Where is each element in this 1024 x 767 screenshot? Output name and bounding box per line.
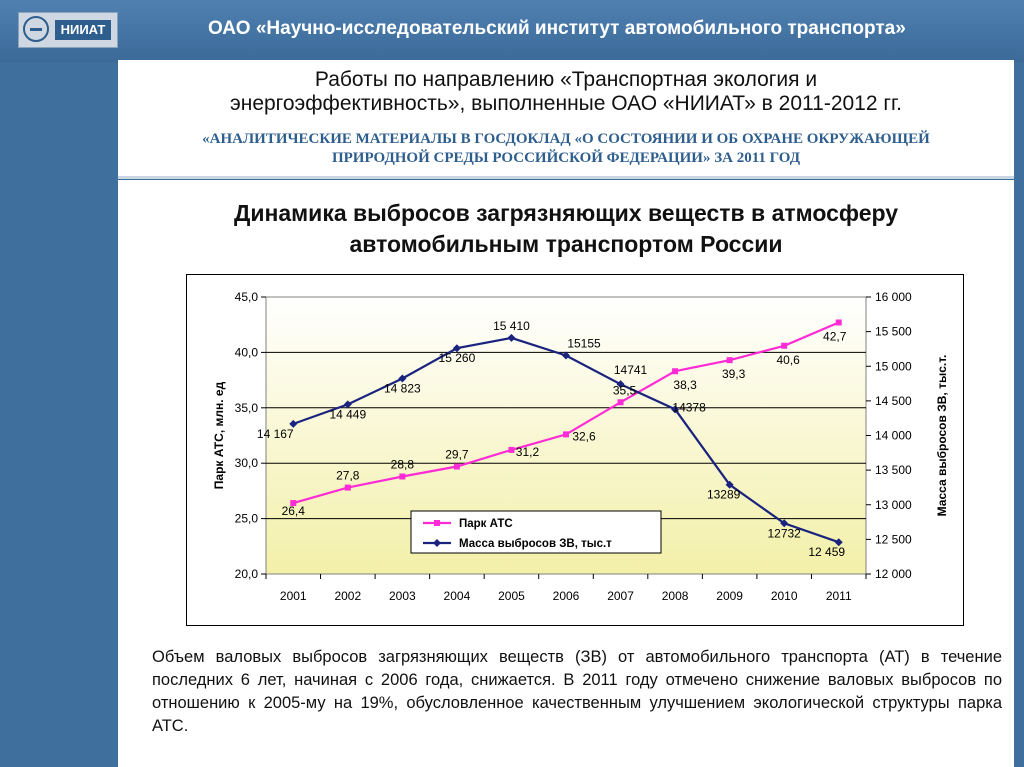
data-label-emissions-mass: 14378 (672, 400, 706, 414)
legend-marker-park-ats (434, 520, 440, 526)
legend-label-park-ats: Парк АТС (459, 518, 513, 530)
data-point-park-ats (835, 319, 842, 326)
data-point-park-ats (617, 399, 624, 406)
data-label-emissions-mass: 14 823 (384, 382, 421, 396)
data-point-park-ats (290, 500, 297, 507)
data-label-emissions-mass: 15155 (567, 337, 601, 351)
data-point-park-ats (563, 431, 569, 438)
left-tick-label: 45,0 (235, 290, 259, 304)
right-tick-label: 15 500 (875, 325, 912, 339)
report-subheading-line2: ПРИРОДНОЙ СРЕДЫ РОССИЙСКОЙ ФЕДЕРАЦИИ» ЗА… (331, 150, 801, 166)
emissions-chart: 20,0 25,0 30,0 35,0 40,0 45,0 12 000 12 500 13 0… (212, 290, 949, 603)
report-heading-line1: Работы по направлению «Транспортная экол… (314, 68, 818, 91)
org-title: ОАО «Научно-исследовательский институт а… (208, 18, 906, 39)
data-label-park-ats: 26,4 (282, 504, 306, 518)
right-axis-title: Масса выбросов ЗВ, тыс.т. (935, 355, 949, 517)
data-point-emissions-mass (616, 380, 625, 389)
x-tick-label: 2007 (607, 589, 634, 603)
right-tick-label: 12 000 (875, 567, 912, 581)
data-point-park-ats (672, 368, 679, 375)
data-label-park-ats: 38,3 (673, 378, 697, 392)
data-point-emissions-mass (725, 480, 734, 489)
data-label-park-ats: 32,6 (572, 429, 596, 443)
data-label-park-ats: 29,7 (445, 448, 469, 462)
right-tick-label: 14 500 (875, 394, 912, 408)
data-label-emissions-mass: 12 459 (808, 545, 845, 559)
chart-title-line1: Динамика выбросов загрязняющих веществ в… (233, 200, 899, 226)
x-tick-label: 2006 (553, 589, 580, 603)
data-label-emissions-mass: 14 449 (329, 407, 366, 421)
data-label-emissions-mass: 12732 (767, 526, 801, 540)
x-tick-label: 2009 (716, 589, 743, 603)
right-tick-label: 13 000 (875, 498, 912, 512)
data-point-emissions-mass (507, 333, 516, 342)
x-tick-label: 2001 (280, 589, 307, 603)
niiat-logo: НИИАТ (18, 12, 118, 48)
data-point-park-ats (399, 473, 406, 480)
left-tick-label: 25,0 (235, 512, 259, 526)
emblem-icon (23, 16, 49, 42)
data-label-park-ats: 35,5 (613, 383, 637, 397)
x-tick-label: 2002 (334, 589, 361, 603)
right-tick-label: 14 000 (875, 429, 912, 443)
data-point-emissions-mass (289, 419, 298, 428)
data-label-park-ats: 31,2 (516, 445, 540, 459)
legend-box (410, 510, 662, 554)
left-tick-label: 35,0 (235, 401, 259, 415)
x-tick-label: 2003 (389, 589, 416, 603)
right-tick-label: 12 500 (875, 532, 912, 546)
data-label-emissions-mass: 15 410 (493, 319, 530, 333)
data-label-park-ats: 40,6 (777, 353, 801, 367)
data-point-emissions-mass (343, 400, 352, 409)
report-subheading: «АНАЛИТИЧЕСКИЕ МАТЕРИАЛЫ В ГОСДОКЛАД «О … (118, 130, 1014, 168)
data-label-park-ats: 28,8 (391, 457, 415, 471)
content-panel: Динамика выбросов загрязняющих веществ в… (118, 180, 1014, 767)
legend-marker-emissions-mass (433, 539, 441, 547)
left-tick-label: 20,0 (235, 567, 259, 581)
data-point-emissions-mass (452, 344, 461, 353)
chart-container: 20,0 25,0 30,0 35,0 40,0 45,0 12 000 12 500 13 0… (186, 274, 964, 626)
data-point-emissions-mass (398, 374, 407, 383)
data-label-emissions-mass: 14 167 (257, 427, 294, 441)
data-point-park-ats (453, 463, 460, 470)
x-tick-label: 2008 (662, 589, 689, 603)
data-label-emissions-mass: 13289 (707, 488, 741, 502)
data-label-park-ats: 39,3 (722, 367, 746, 381)
chart-title: Динамика выбросов загрязняющих веществ в… (118, 198, 1014, 260)
data-point-emissions-mass (562, 351, 570, 360)
right-tick-label: 16 000 (875, 290, 912, 304)
left-tick-label: 30,0 (235, 456, 259, 470)
chart-title-line2: автомобильным транспортом России (349, 231, 783, 257)
data-point-emissions-mass (780, 519, 789, 528)
data-label-emissions-mass: 14741 (614, 363, 648, 377)
report-subheading-line1: «АНАЛИТИЧЕСКИЕ МАТЕРИАЛЫ В ГОСДОКЛАД «О … (202, 131, 930, 147)
data-label-park-ats: 42,7 (823, 329, 847, 343)
left-axis-title: Парк АТС, млн. ед (212, 381, 226, 489)
x-tick-label: 2004 (444, 589, 471, 603)
data-label-emissions-mass: 15 260 (439, 351, 476, 365)
data-point-emissions-mass (671, 405, 680, 414)
left-tick-label: 40,0 (235, 345, 259, 359)
x-tick-label: 2011 (826, 589, 852, 603)
data-label-park-ats: 27,8 (336, 469, 360, 483)
right-tick-label: 15 000 (875, 359, 912, 373)
x-tick-label: 2010 (771, 589, 798, 603)
legend-label-emissions-mass: Масса выбросов ЗВ, тыс.т (459, 538, 612, 550)
data-point-park-ats (344, 484, 351, 491)
heading-panel: Работы по направлению «Транспортная экол… (118, 60, 1014, 179)
data-point-park-ats (781, 342, 788, 349)
data-point-park-ats (726, 357, 733, 364)
data-point-emissions-mass (834, 538, 843, 547)
x-tick-label: 2005 (498, 589, 525, 603)
data-point-park-ats (508, 446, 515, 453)
description-text: Объем валовых выбросов загрязняющих веще… (152, 648, 1002, 735)
report-heading: Работы по направлению «Транспортная экол… (118, 68, 1014, 116)
report-heading-line2: энергоэффективность», выполненные ОАО «Н… (230, 92, 902, 115)
logo-text: НИИАТ (55, 20, 111, 40)
top-banner: НИИАТ ОАО «Научно-исследовательский инст… (0, 0, 1024, 62)
right-tick-label: 13 500 (875, 463, 912, 477)
